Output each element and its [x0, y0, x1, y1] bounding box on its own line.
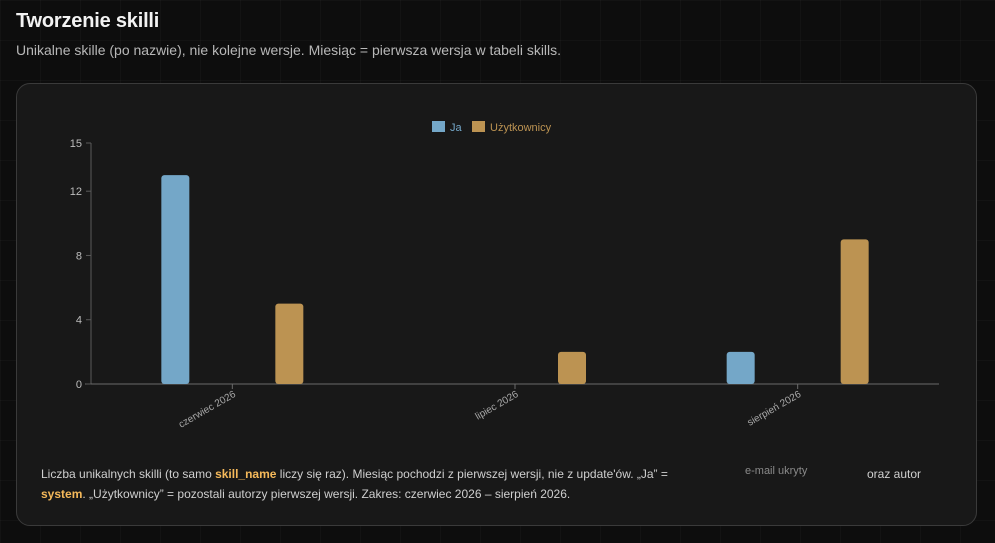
chart-footnote: Liczba unikalnych skilli (to samo skill_…	[41, 464, 691, 504]
legend-swatch-ja	[432, 121, 445, 132]
y-tick-label: 15	[70, 138, 82, 150]
y-tick-label: 8	[76, 250, 82, 262]
legend-label-ja: Ja	[450, 122, 463, 134]
bar-ja	[726, 351, 755, 384]
y-tick-label: 12	[70, 186, 82, 198]
footnote-text-2: liczy się raz). Miesiąc pochodzi z pierw…	[276, 467, 668, 481]
and-author-text: oraz autor	[867, 467, 922, 481]
bar-uzytkownicy	[558, 351, 586, 384]
footnote-text-3: . „Użytkownicy” = pozostali autorzy pier…	[82, 487, 571, 501]
chart-card: 0 4 8 12 15 czerwiec 2026 lipiec 2026 sierpień …	[16, 83, 977, 526]
bar-uzytkownicy	[275, 303, 304, 384]
y-tick-label: 4	[76, 315, 82, 327]
legend-swatch-uzytkownicy	[472, 121, 485, 132]
skill-name-highlight: skill_name	[215, 467, 277, 481]
system-highlight: system	[41, 487, 83, 501]
page-title: Tworzenie skilli	[16, 10, 160, 32]
hidden-email: e-mail ukryty	[745, 465, 808, 477]
page-subtitle: Unikalne skille (po nazwie), nie kolejne…	[16, 42, 562, 58]
x-tick-label: czerwiec 2026	[177, 389, 238, 431]
x-tick-label: lipiec 2026	[474, 389, 521, 423]
bar-chart: 0 4 8 12 15 czerwiec 2026 lipiec 2026 sierpień …	[70, 121, 939, 431]
x-tick-label: sierpień 2026	[746, 389, 804, 429]
bar-uzytkownicy	[840, 239, 869, 384]
y-tick-label: 0	[76, 379, 82, 391]
legend-label-uzytkownicy: Użytkownicy	[490, 122, 552, 134]
footnote-text-1: Liczba unikalnych skilli (to samo	[41, 467, 216, 481]
bar-ja	[161, 175, 190, 384]
